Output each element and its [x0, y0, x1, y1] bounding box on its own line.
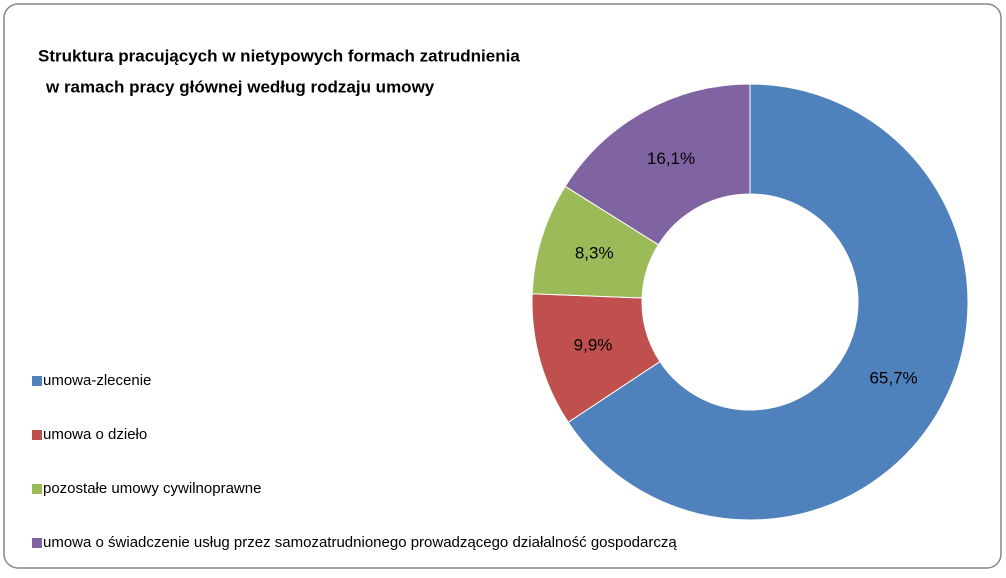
legend-swatch	[32, 538, 42, 548]
donut-slice	[567, 83, 969, 521]
data-label: 8,3%	[575, 244, 614, 263]
legend-label: umowa-zlecenie	[43, 372, 151, 389]
legend-swatch	[32, 376, 42, 386]
data-label: 9,9%	[574, 335, 613, 354]
chart-title: w ramach pracy głównej według rodzaju um…	[45, 77, 435, 96]
donut-slice	[564, 83, 751, 246]
data-label: 65,7%	[869, 369, 917, 388]
legend-label: umowa o świadczenie usług przez samozatr…	[43, 534, 677, 551]
data-label: 16,1%	[647, 149, 695, 168]
legend-label: pozostałe umowy cywilnoprawne	[43, 480, 261, 497]
legend-swatch	[32, 430, 42, 440]
legend-swatch	[32, 484, 42, 494]
legend-label: umowa o dzieło	[43, 426, 147, 443]
chart-title: Struktura pracujących w nietypowych form…	[38, 46, 520, 65]
